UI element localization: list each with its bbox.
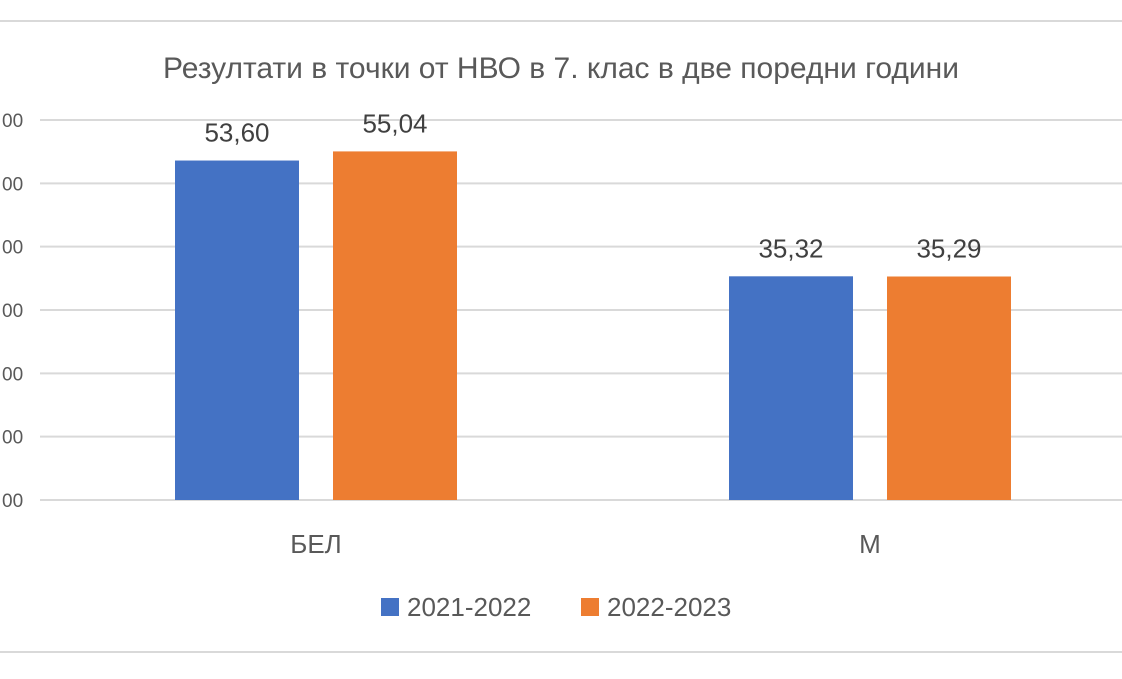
y-tick-label: 00 <box>2 238 23 259</box>
y-tick-label: 00 <box>2 428 23 449</box>
data-label: 53,60 <box>204 118 269 148</box>
legend: 2021-2022 2022-2023 <box>381 592 731 622</box>
data-label: 35,32 <box>758 233 823 263</box>
y-axis-ticks: 00 00 00 00 00 00 00 <box>2 111 23 512</box>
x-axis-categories: БЕЛ М <box>290 529 881 559</box>
x-category-label: БЕЛ <box>290 529 341 559</box>
legend-label: 2021-2022 <box>407 592 531 622</box>
y-tick-label: 00 <box>2 174 23 195</box>
bar-2-1 <box>333 151 457 500</box>
x-category-label: М <box>859 529 881 559</box>
legend-label: 2022-2023 <box>607 592 731 622</box>
data-label: 35,29 <box>916 233 981 263</box>
bars <box>175 151 1011 501</box>
data-labels: 53,60 55,04 35,32 35,29 <box>204 108 981 263</box>
chart-border-top <box>0 20 1122 22</box>
chart-title: Резултати в точки от НВО в 7. клас в две… <box>163 52 959 85</box>
y-tick-label: 00 <box>2 491 23 512</box>
y-tick-label: 00 <box>2 111 23 132</box>
bar-2-2 <box>887 276 1011 500</box>
y-tick-label: 00 <box>2 301 23 322</box>
bar-1-1 <box>175 160 299 501</box>
legend-swatch <box>381 598 399 616</box>
chart-border-bottom <box>0 651 1122 653</box>
legend-swatch <box>581 598 599 616</box>
data-label: 55,04 <box>362 108 427 138</box>
y-tick-label: 00 <box>2 364 23 385</box>
bar-1-2 <box>729 276 853 500</box>
